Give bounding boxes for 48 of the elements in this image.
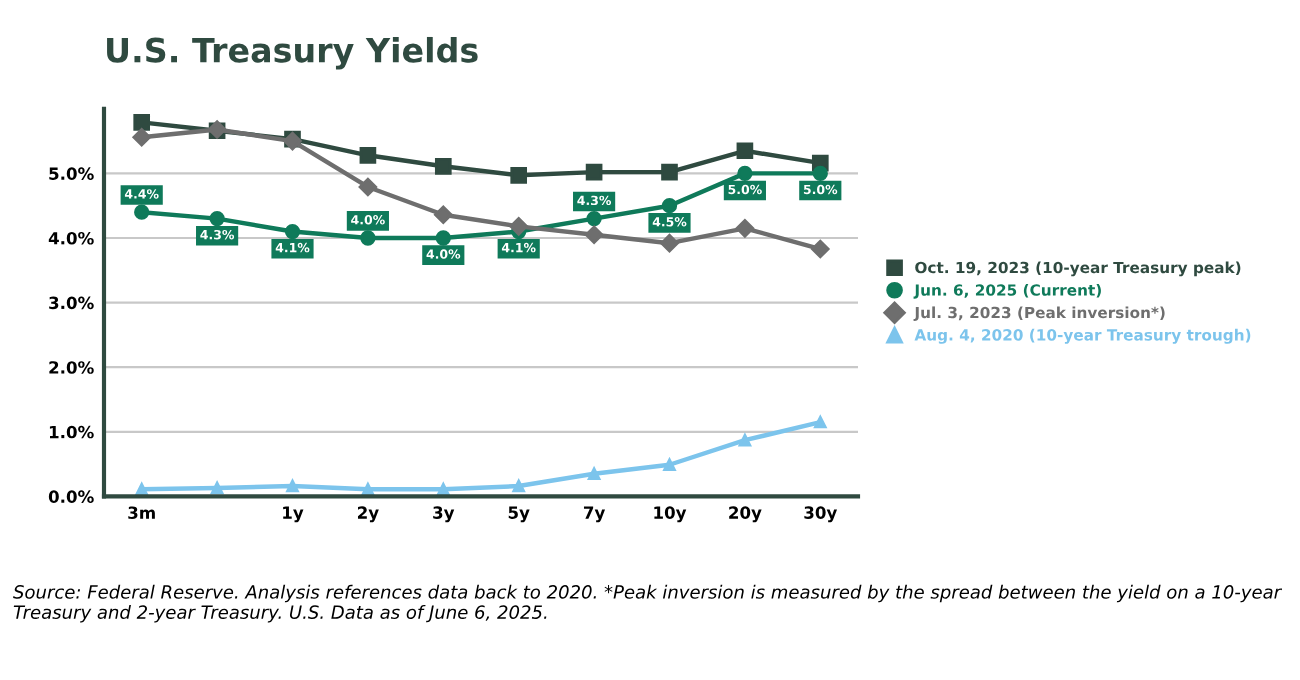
point (812, 165, 828, 182)
y-tick-label: 3.0% (49, 296, 94, 310)
source-note: Source: Federal Reserve. Analysis references data back to 2020. *Peak inversion is measured by the spread between the yield on a 10-year Treasury and 2-year Treasury. U.S. Data as of June 6, 2025. (13, 584, 1283, 623)
point (736, 142, 754, 160)
x-tick-label: 10y (654, 506, 687, 523)
point (358, 177, 378, 197)
point (509, 217, 528, 236)
x-tick-label: 3m (128, 506, 155, 520)
point (510, 167, 528, 184)
point (587, 467, 601, 481)
point (661, 163, 678, 181)
point (661, 198, 678, 214)
y-tick-label: 5.0% (49, 167, 94, 180)
point (284, 223, 301, 240)
point (360, 230, 376, 246)
x-tick-label: 2y (357, 506, 379, 523)
point (737, 165, 753, 182)
point (133, 114, 151, 131)
x-tick-label: 20y (729, 506, 762, 523)
point (660, 233, 679, 253)
point (585, 163, 603, 181)
point (210, 481, 224, 495)
point (663, 458, 676, 471)
point (434, 157, 452, 175)
y-tick-label: 1.0% (49, 425, 94, 439)
point (132, 127, 151, 147)
point (586, 210, 602, 227)
point (512, 479, 525, 493)
point (209, 210, 225, 227)
point (584, 225, 604, 245)
x-tick-label: 30y (804, 506, 838, 523)
point (134, 204, 150, 220)
point (359, 146, 377, 164)
x-tick-label: 1y (283, 506, 304, 523)
point (814, 415, 827, 429)
point (811, 239, 830, 259)
point (434, 205, 453, 224)
chart-title: U.S. Treasury Yields (107, 36, 478, 70)
point (286, 479, 299, 493)
y-tick-label: 4.0% (48, 231, 94, 245)
x-tick-label: 5y (508, 506, 530, 523)
x-tick-label: 7y (583, 506, 606, 523)
point (735, 219, 755, 238)
x-tick-label: 3y (433, 506, 455, 523)
y-tick-label: 0.0% (48, 490, 94, 503)
point (738, 433, 752, 447)
point (435, 230, 451, 246)
y-tick-label: 2.0% (49, 361, 94, 374)
